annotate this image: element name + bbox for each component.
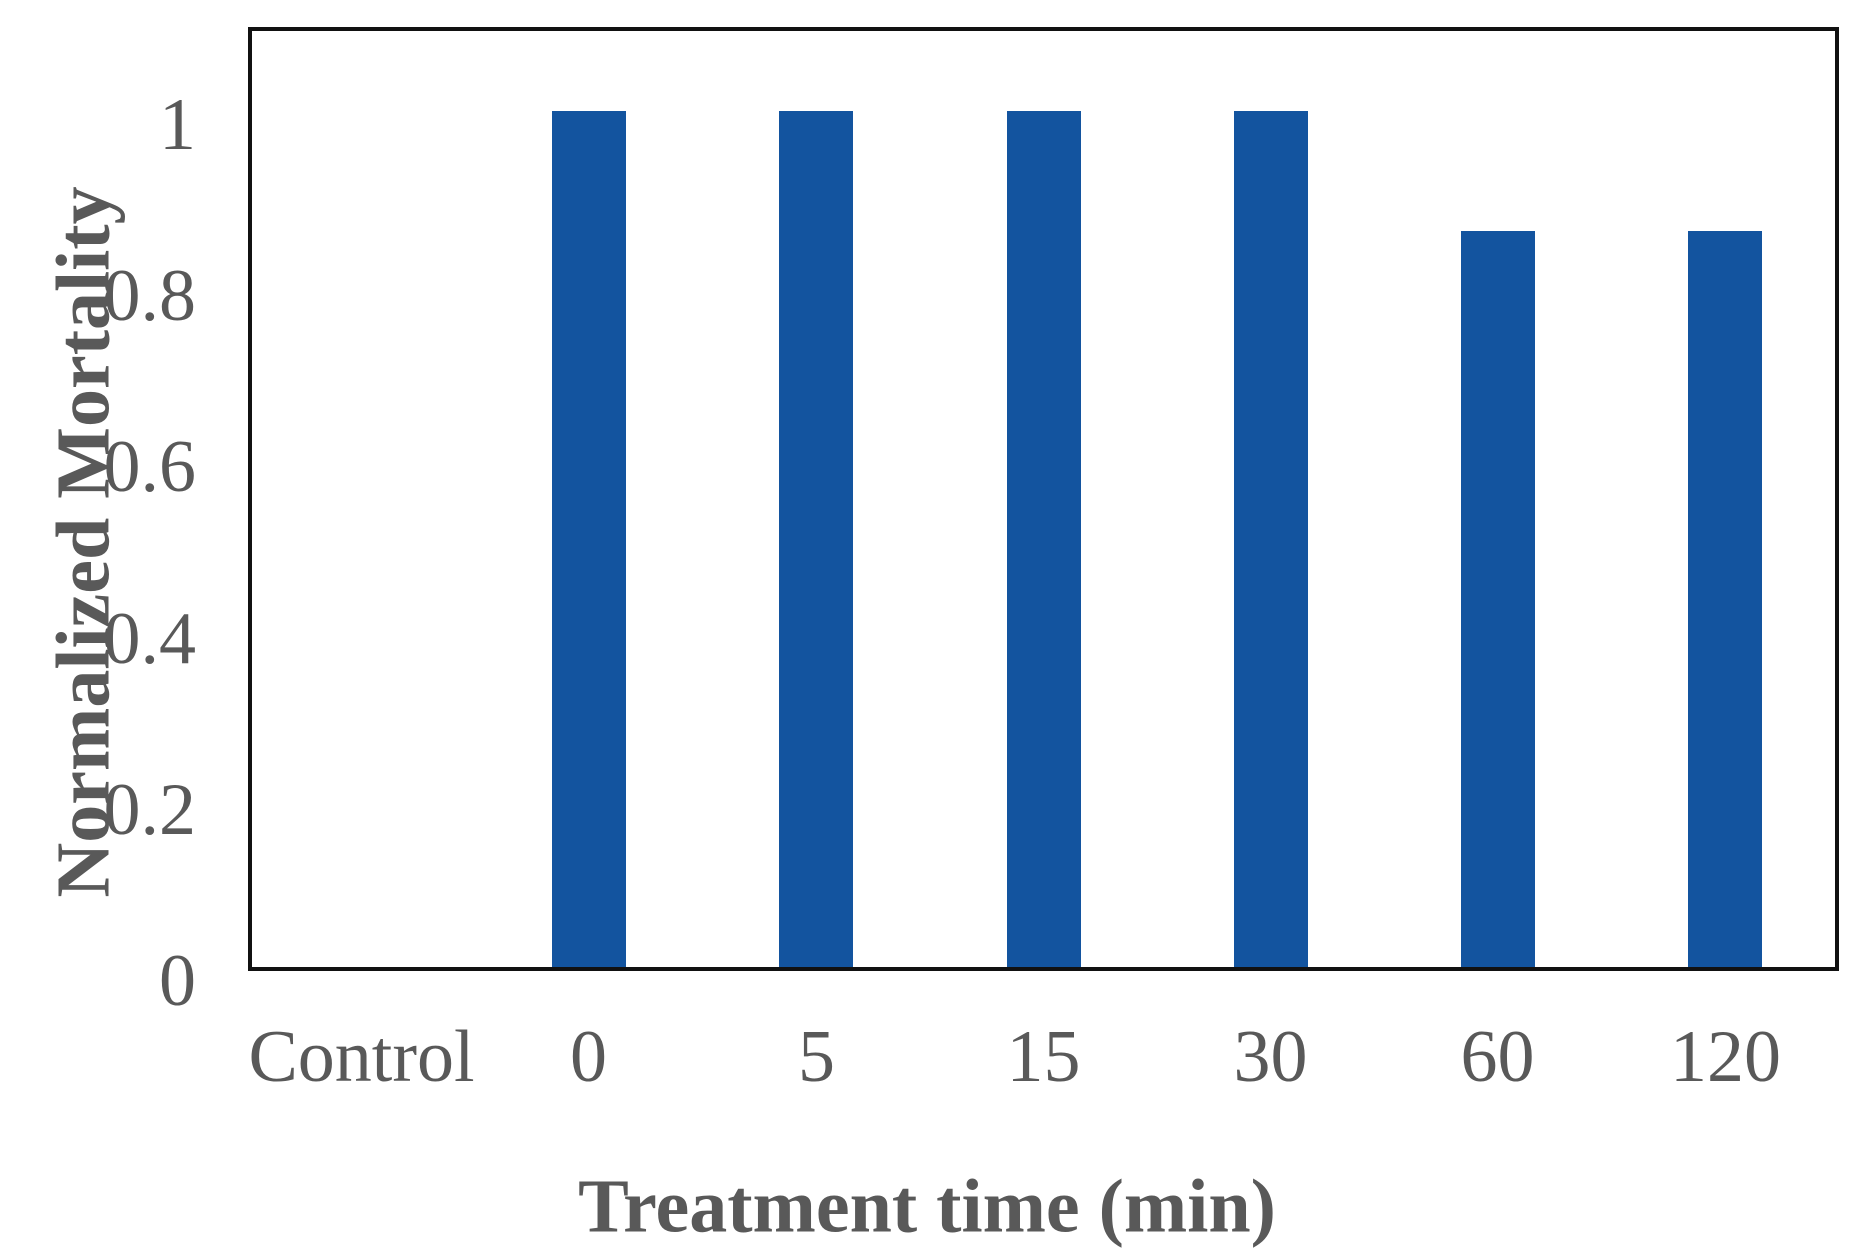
x-tick-label: 60 — [1460, 1016, 1535, 1098]
y-tick-label: 0.2 — [103, 769, 197, 851]
bar-15 — [1007, 111, 1081, 967]
y-tick-label: 0.4 — [103, 598, 197, 680]
bar-60 — [1461, 231, 1535, 967]
x-tick-label: 15 — [1006, 1016, 1081, 1098]
x-tick-label: 0 — [570, 1016, 607, 1098]
x-tick-label: 120 — [1670, 1016, 1781, 1098]
y-tick-label: 1 — [159, 84, 196, 166]
bar-5 — [779, 111, 853, 967]
y-tick-label: 0 — [159, 940, 196, 1022]
bar-120 — [1688, 231, 1762, 967]
y-tick-label: 0.6 — [103, 426, 197, 508]
x-tick-label: Control — [248, 1016, 475, 1098]
bar-0 — [552, 111, 626, 967]
y-tick-label: 0.8 — [103, 255, 197, 337]
x-tick-label: 30 — [1233, 1016, 1308, 1098]
x-tick-label: 5 — [798, 1016, 835, 1098]
x-axis-title: Treatment time (min) — [578, 1164, 1276, 1249]
plot-area — [248, 27, 1839, 971]
bar-30 — [1234, 111, 1308, 967]
